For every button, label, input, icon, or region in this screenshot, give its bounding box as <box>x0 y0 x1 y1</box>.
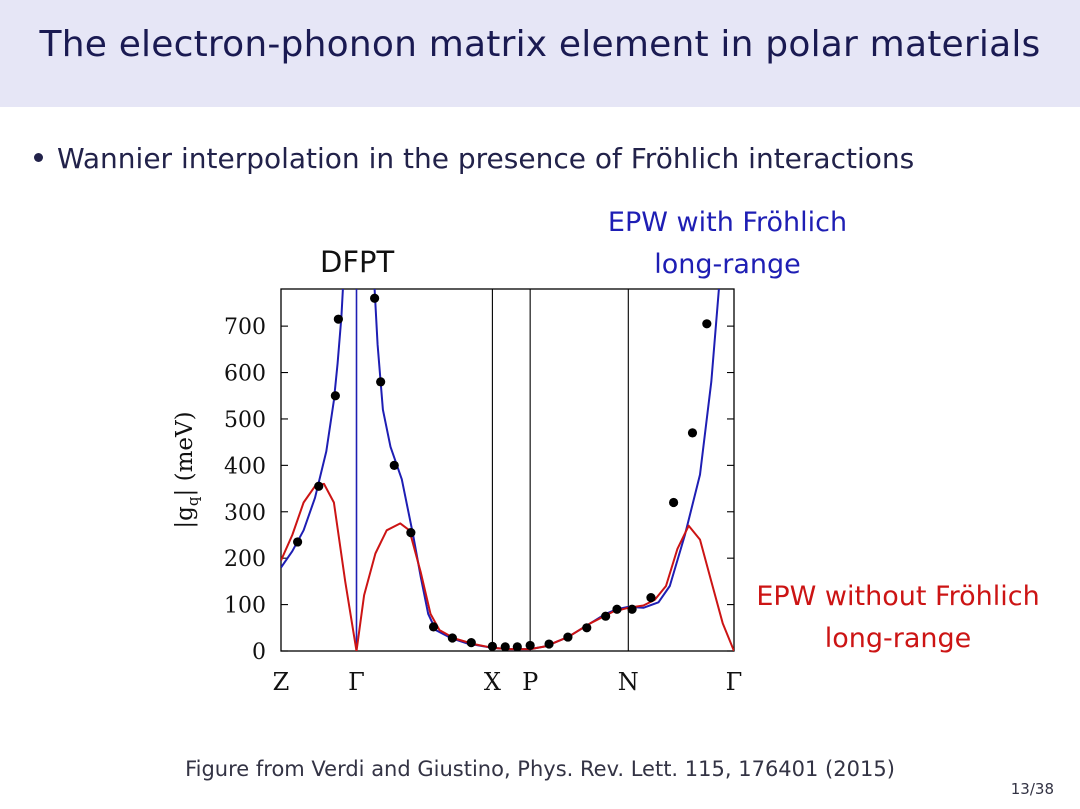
y-tick-label-700: 700 <box>224 315 266 340</box>
y-axis-label-text: |gq| (meV) <box>172 411 202 528</box>
red-series-segment-0 <box>281 482 358 651</box>
bullet-dot-icon <box>34 152 43 162</box>
dfpt-point-20 <box>627 604 637 614</box>
dfpt-point-14 <box>525 640 535 651</box>
dfpt-point-21 <box>646 593 656 603</box>
x-tick-label-3: P <box>522 668 538 696</box>
y-tick-label-300: 300 <box>224 501 266 526</box>
dfpt-point-16 <box>563 632 573 642</box>
epw-with-line2: long-range <box>654 249 801 280</box>
bullet-item: Wannier interpolation in the presence of… <box>34 142 914 175</box>
y-tick-label-400: 400 <box>224 454 266 479</box>
y-tick-label-200: 200 <box>224 547 266 572</box>
dfpt-point-17 <box>582 623 592 633</box>
dfpt-point-8 <box>428 622 439 632</box>
page-number: 13/38 <box>1010 780 1054 798</box>
tick-labels: 0 100 200 300 400 500 600 700 Z Γ X P N Γ <box>224 315 742 696</box>
x-tick-label-5: Γ <box>726 668 743 696</box>
y-tick-label-0: 0 <box>252 640 266 665</box>
x-tick-label-1: Γ <box>348 668 365 696</box>
red-series-segment-1 <box>355 522 734 651</box>
dfpt-point-5 <box>376 377 386 387</box>
x-tick-label-4: N <box>618 668 639 696</box>
title-bar <box>0 0 1080 107</box>
y-axis-label-main: |g <box>172 506 198 529</box>
chart-body <box>280 288 735 652</box>
dfpt-point-4 <box>370 293 380 303</box>
y-axis-label-rest: | (meV) <box>172 411 198 496</box>
dfpt-point-2 <box>330 391 340 401</box>
dfpt-point-24 <box>702 319 712 329</box>
dfpt-point-18 <box>601 611 611 621</box>
dfpt-point-22 <box>669 497 679 508</box>
epw-without-frohlich-annotation: EPW without Fröhlich long-range <box>740 576 1056 660</box>
dfpt-point-11 <box>487 641 497 651</box>
y-tick-label-500: 500 <box>224 408 266 433</box>
epw-with-line1: EPW with Fröhlich <box>607 207 848 238</box>
epw-with-frohlich-annotation: EPW with Fröhlich long-range <box>585 202 870 286</box>
slide-title: The electron-phonon matrix element in po… <box>39 24 1041 65</box>
y-tick-label-100: 100 <box>224 594 266 619</box>
dfpt-point-12 <box>500 642 510 652</box>
dfpt-point-13 <box>512 642 522 652</box>
epw-without-line1: EPW without Fröhlich <box>756 581 1040 612</box>
figure-caption: Figure from Verdi and Giustino, Phys. Re… <box>185 757 895 781</box>
y-axis-label: |gq| (meV) <box>172 411 202 528</box>
dfpt-point-7 <box>406 528 416 538</box>
dfpt-point-0 <box>293 537 303 547</box>
dfpt-point-6 <box>389 460 399 470</box>
dfpt-point-9 <box>447 633 457 643</box>
blue-series-segment-0 <box>281 289 344 569</box>
y-axis-label-sub: q <box>184 496 202 506</box>
plot-frame <box>280 288 735 652</box>
dfpt-point-23 <box>687 428 698 438</box>
dfpt-point-1 <box>314 481 324 491</box>
epw-without-line2: long-range <box>824 623 972 654</box>
y-tick-label-600: 600 <box>224 362 266 387</box>
dfpt-point-10 <box>466 638 476 648</box>
x-tick-label-0: Z <box>273 668 290 696</box>
x-tick-label-2: X <box>484 668 501 696</box>
dfpt-point-15 <box>544 639 554 649</box>
bullet-text: Wannier interpolation in the presence of… <box>57 142 915 175</box>
dfpt-point-19 <box>612 604 622 614</box>
dfpt-annotation: DFPT <box>320 245 395 279</box>
dfpt-point-3 <box>333 314 343 324</box>
